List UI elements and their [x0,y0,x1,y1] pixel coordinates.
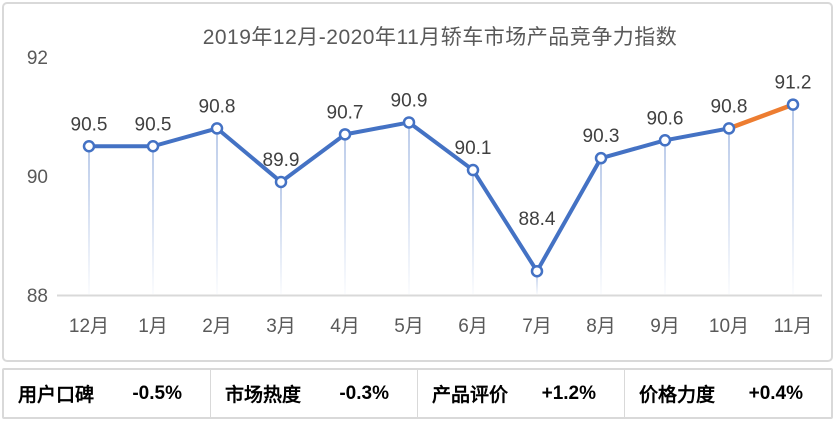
metric-value: +0.4% [748,382,803,404]
summary-cell-user-reputation: 用户口碑 -0.5% [4,370,210,417]
data-label: 90.6 [647,108,684,129]
summary-cell-price-strength: 价格力度 +0.4% [624,370,831,417]
x-tick-label: 8月 [586,316,616,337]
data-point-marker [466,163,480,177]
data-point-marker [146,140,160,153]
metric-value: -0.3% [339,382,389,404]
x-tick-label: 4月 [330,316,360,337]
x-tick-label: 3月 [266,316,296,337]
metric-label: 用户口碑 [18,385,95,406]
metric-value: -0.5% [132,382,182,404]
data-point-marker [402,116,416,129]
data-label: 90.3 [583,126,620,147]
x-tick-label: 12月 [69,316,109,337]
x-tick-label: 9月 [650,316,680,337]
chart-panel [2,2,833,362]
data-label: 90.8 [199,96,236,117]
data-point-marker [274,175,288,189]
data-point-marker [722,122,736,135]
metric-label: 市场热度 [225,385,302,406]
data-point-marker [530,264,544,278]
data-label: 90.7 [327,102,364,123]
x-tick-label: 2月 [202,316,232,337]
data-label: 90.8 [711,96,748,117]
data-point-marker [338,128,352,141]
data-point-marker [82,140,96,153]
data-label: 90.5 [71,114,108,135]
metric-label: 价格力度 [639,385,716,406]
metric-value: +1.2% [541,382,596,404]
x-tick-label: 1月 [138,316,168,337]
x-tick-label: 10月 [709,316,749,337]
summary-cell-product-rating: 产品评价 +1.2% [417,370,624,417]
data-point-marker [658,134,672,147]
data-label: 90.1 [455,138,492,159]
summary-panel: 用户口碑 -0.5% 市场热度 -0.3% 产品评价 +1.2% 价格力度 +0… [2,368,833,419]
data-label: 90.9 [391,90,428,111]
data-point-marker [210,122,224,135]
y-tick-label: 88 [27,286,48,307]
x-tick-label: 6月 [458,316,488,337]
chart-title: 2019年12月-2020年11月轿车市场产品竞争力指数 [202,26,678,49]
data-point-marker [786,98,800,111]
data-label: 91.2 [775,73,812,94]
x-tick-label: 7月 [522,316,552,337]
x-tick-label: 5月 [394,316,424,337]
x-tick-label: 11月 [774,316,813,337]
data-point-marker [594,151,608,165]
data-label: 88.4 [519,209,556,230]
y-tick-label: 90 [27,167,48,188]
data-label: 90.5 [135,114,172,135]
data-label: 89.9 [263,150,300,171]
summary-cell-market-heat: 市场热度 -0.3% [210,370,417,417]
metric-label: 产品评价 [432,385,509,406]
y-tick-label: 92 [27,48,48,69]
series-line-final-segment [726,102,796,131]
